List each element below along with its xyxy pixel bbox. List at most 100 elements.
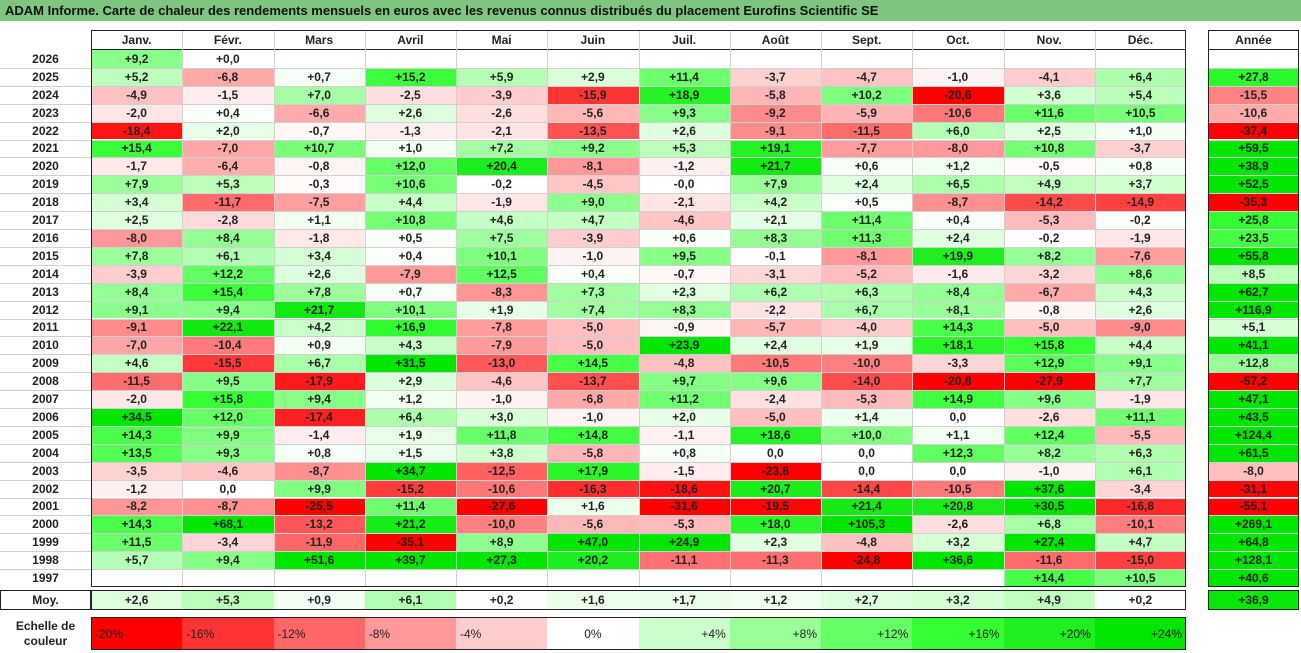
heatmap-cell: -27,6: [456, 497, 548, 516]
heatmap-cell: -0,3: [273, 175, 365, 194]
heatmap-cell: +15,4: [182, 282, 274, 301]
heatmap-cell: +1,9: [456, 300, 548, 319]
year-label: 1998: [32, 553, 59, 568]
year-label: 2025: [32, 69, 59, 84]
gridline: [1003, 30, 1005, 587]
gridline: [1208, 121, 1299, 123]
color-scale-label: Echelle de couleur: [0, 616, 91, 652]
heatmap-cell: -11,3: [729, 551, 821, 570]
gridline: [0, 533, 1186, 535]
heatmap-cell: -3,1: [729, 264, 821, 283]
heatmap-cell: [364, 50, 456, 68]
heatmap-cell: +10,8: [364, 211, 456, 229]
average-cell: +0,2: [456, 590, 548, 610]
heatmap-cell: -4,6: [638, 211, 730, 229]
heatmap-cell: +5,9: [456, 67, 548, 86]
heatmap-cell: +2,3: [729, 533, 821, 552]
gridline: [1208, 569, 1299, 571]
month-header: Mai: [456, 30, 548, 50]
heatmap-cell: +1,0: [364, 139, 456, 158]
year-label: 2009: [32, 356, 59, 371]
heatmap-cell: -4,6: [182, 461, 274, 480]
month-header: Déc.: [1094, 30, 1186, 50]
heatmap-cell: [638, 569, 730, 587]
heatmap-cell: -10,5: [729, 354, 821, 373]
year-label: 2019: [32, 177, 59, 192]
heatmap-cell: +4,9: [1003, 175, 1095, 194]
heatmap-cell: -2,6: [456, 103, 548, 122]
gridline: [0, 479, 1186, 481]
month-header: Nov.: [1003, 30, 1095, 50]
heatmap-cell: -7,0: [182, 139, 274, 158]
heatmap-cell: +2,3: [638, 282, 730, 301]
heatmap-cell: -8,0: [912, 139, 1004, 158]
year-total-cell: +38,9: [1208, 157, 1299, 176]
heatmap-cell: +10,1: [364, 300, 456, 319]
heatmap-cell: [364, 569, 456, 587]
heatmap-cell: +20,4: [456, 157, 548, 176]
heatmap-cell: -4,1: [1003, 67, 1095, 86]
heatmap-cell: -9,1: [91, 318, 183, 337]
heatmap-cell: [273, 569, 365, 587]
gridline: [1208, 533, 1299, 535]
heatmap-cell: +1,9: [821, 336, 913, 355]
heatmap-cell: +105,3: [821, 515, 913, 534]
heatmap-cell: +6,7: [273, 354, 365, 373]
heatmap-cell: +15,8: [182, 390, 274, 408]
heatmap-cell: [729, 50, 821, 68]
heatmap-cell: -18,6: [638, 479, 730, 498]
heatmap-cell: +11,2: [638, 390, 730, 408]
heatmap-cell: +20,8: [912, 497, 1004, 516]
year-label: 2013: [32, 284, 59, 299]
heatmap-cell: -10,0: [456, 515, 548, 534]
heatmap-cell: +10,0: [821, 425, 913, 444]
month-header: Mars: [273, 30, 365, 50]
heatmap-cell: -1,3: [364, 121, 456, 140]
average-cell: +1,6: [547, 590, 639, 610]
heatmap-cell: -8,3: [456, 282, 548, 301]
year-label: 2011: [32, 320, 59, 335]
heatmap-cell: -11,5: [91, 372, 183, 391]
heatmap-cell: +17,9: [547, 461, 639, 480]
gridline: [1208, 246, 1299, 248]
heatmap-cell: -15,5: [182, 354, 274, 373]
heatmap-cell: +11,4: [821, 211, 913, 229]
year-total-cell: +47,1: [1208, 390, 1299, 408]
heatmap-cell: -3,7: [1094, 139, 1186, 158]
gridline: [0, 103, 1186, 105]
heatmap-cell: -18,4: [91, 121, 183, 140]
gridline: [0, 354, 1186, 356]
year-total-cell: -57,2: [1208, 372, 1299, 391]
heatmap-cell: [273, 50, 365, 68]
heatmap-cell: -8,7: [273, 461, 365, 480]
heatmap-cell: +7,8: [273, 282, 365, 301]
average-total-cell: +36,9: [1208, 590, 1299, 610]
heatmap-cell: +1,0: [1094, 121, 1186, 140]
heatmap-cell: -4,5: [547, 175, 639, 194]
heatmap-cell: -5,0: [1003, 318, 1095, 337]
heatmap-cell: +18,9: [638, 85, 730, 104]
year-label: 2000: [32, 517, 59, 532]
heatmap-cell: -1,6: [912, 264, 1004, 283]
heatmap-cell: +11,3: [821, 229, 913, 247]
heatmap-cell: +13,5: [91, 443, 183, 462]
gridline: [0, 193, 1186, 195]
year-total-cell: -8,0: [1208, 461, 1299, 480]
heatmap-cell: +9,4: [273, 390, 365, 408]
heatmap-cell: [456, 50, 548, 68]
heatmap-cell: +10,5: [1094, 103, 1186, 122]
heatmap-cell: 0,0: [821, 461, 913, 480]
year-total-cell: +40,6: [1208, 569, 1299, 587]
heatmap-cell: +12,2: [182, 264, 274, 283]
heatmap-cell: +0,4: [547, 264, 639, 283]
heatmap-cell: +8,4: [91, 282, 183, 301]
heatmap-cell: +7,5: [456, 229, 548, 247]
year-label: 2026: [32, 51, 59, 66]
gridline: [0, 85, 1186, 87]
heatmap-cell: -2,4: [729, 390, 821, 408]
gridline: [1208, 103, 1299, 105]
heatmap-cell: +0,8: [273, 443, 365, 462]
heatmap-cell: +10,8: [1003, 139, 1095, 158]
year-total-cell: +25,8: [1208, 211, 1299, 229]
year-label: 2014: [32, 266, 59, 281]
